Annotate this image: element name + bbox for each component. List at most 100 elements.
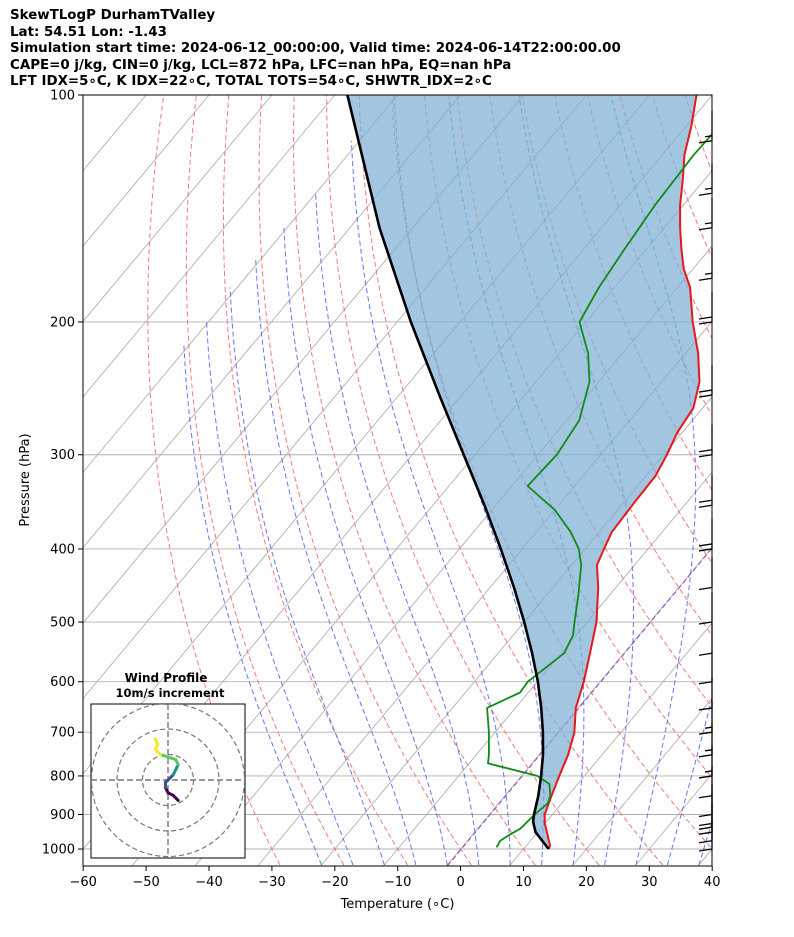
- barb-full: [698, 192, 713, 196]
- dry-adiabat: [258, 95, 472, 866]
- wind-barb: [698, 784, 713, 818]
- dry-adiabat: [147, 95, 281, 866]
- isotherm-line: [83, 95, 399, 473]
- moist-adiabat: [315, 193, 480, 866]
- wind-barb: [698, 197, 713, 231]
- moist-adiabat: [283, 227, 448, 866]
- y-tick-label: 600: [50, 675, 75, 690]
- barb-full: [698, 813, 713, 818]
- barb-full: [698, 543, 713, 547]
- barb-full: [698, 707, 713, 711]
- title-line-2: Lat: 54.51 Lon: -1.43: [10, 24, 167, 40]
- x-tick-label: −60: [69, 875, 96, 890]
- barb-full: [698, 831, 713, 835]
- barb-full: [698, 681, 713, 685]
- barb-half: [704, 726, 713, 729]
- parcel-profile: [346, 95, 550, 850]
- x-tick-label: −20: [321, 875, 348, 890]
- dry-adiabat: [718, 95, 794, 865]
- dewpoint-profile: [486, 132, 712, 848]
- barb-full: [698, 840, 713, 844]
- barb-half: [704, 272, 713, 275]
- x-axis-label: Temperature (∘C): [340, 897, 455, 912]
- isotherm-line: [83, 95, 210, 247]
- barb-full: [698, 389, 713, 393]
- x-tick-label: −10: [384, 875, 411, 890]
- barb-full: [698, 754, 713, 758]
- chart-title-block: SkewTLogP DurhamTValley Lat: 54.51 Lon: …: [10, 8, 621, 91]
- title-line-4: CAPE=0 j/kg, CIN=0 j/kg, LCL=872 hPa, LF…: [10, 57, 512, 73]
- barb-full: [698, 394, 713, 398]
- isotherm-line: [83, 95, 273, 323]
- moist-adiabat: [206, 321, 354, 866]
- x-tick-label: 20: [578, 875, 595, 890]
- barb-full: [698, 826, 713, 830]
- barb-half: [704, 770, 713, 773]
- barb-full: [698, 227, 713, 231]
- isotherm-line: [508, 622, 712, 866]
- moist-adiabat: [666, 696, 712, 866]
- isotherm-line: [83, 95, 84, 97]
- moist-adiabat: [183, 345, 322, 866]
- barb-half: [704, 222, 713, 225]
- barb-half: [704, 749, 713, 752]
- temperature-profile: [543, 95, 701, 850]
- barb-full: [698, 316, 713, 320]
- wind-barb: [698, 793, 713, 827]
- y-tick-label: 400: [50, 542, 75, 557]
- wind-barb: [698, 623, 713, 656]
- dry-adiabat: [358, 95, 664, 866]
- moist-adiabat: [698, 820, 712, 866]
- x-tick-label: 40: [704, 875, 721, 890]
- dry-adiabat: [783, 95, 794, 865]
- axes: −60 −50 −40 −30 −20 −10 0 10 20 30 40 1000 900 800 700…: [42, 89, 721, 891]
- y-tick-label: 900: [50, 808, 75, 823]
- barb-full: [698, 499, 713, 503]
- barb-full: [698, 548, 713, 552]
- dry-adiabat: [750, 95, 794, 865]
- y-tick-label: 1000: [42, 843, 75, 858]
- inset-subtitle: 10m/s increment: [116, 686, 225, 700]
- barb-full: [698, 504, 713, 508]
- barb-full: [698, 277, 713, 281]
- barb-full: [698, 795, 713, 799]
- wind-barb: [698, 110, 713, 144]
- x-tick-label: −50: [132, 875, 159, 890]
- wind-barb: [698, 291, 713, 325]
- title-line-3: Simulation start time: 2024-06-12_00:00:…: [10, 41, 621, 56]
- isotherm-line: [383, 471, 712, 866]
- x-tick-label: 30: [641, 875, 658, 890]
- inset-title: Wind Profile: [125, 671, 208, 685]
- barb-full: [698, 848, 713, 852]
- y-tick-label: 200: [50, 315, 75, 330]
- barb-full: [698, 775, 713, 779]
- dry-adiabat: [185, 95, 345, 866]
- barb-full: [698, 586, 713, 591]
- wind-barb: [698, 365, 713, 398]
- x-tick-label: 0: [456, 875, 464, 890]
- barb-full: [698, 454, 713, 458]
- moist-adiabat: [229, 287, 385, 866]
- wind-barb: [698, 518, 713, 552]
- wind-barb: [698, 424, 713, 458]
- title-line-5: LFT IDX=5∘C, K IDX=22∘C, TOTAL TOTS=54∘C…: [10, 74, 492, 89]
- hodograph: [91, 704, 245, 858]
- x-tick-label: 10: [515, 875, 532, 890]
- y-tick-label: 700: [50, 726, 75, 741]
- y-tick-label: 300: [50, 448, 75, 463]
- y-tick-label: 800: [50, 769, 75, 784]
- moist-adiabat: [255, 258, 417, 866]
- x-tick-label: −40: [195, 875, 222, 890]
- barb-full: [698, 321, 713, 325]
- moist-adiabat: [351, 140, 511, 866]
- barb-half: [704, 135, 713, 138]
- wind-barb: [698, 802, 713, 835]
- barb-full: [698, 731, 713, 735]
- x-tick-label: −30: [258, 875, 285, 890]
- isotherm-line: [83, 95, 462, 549]
- wind-barb: [698, 163, 713, 196]
- barb-full: [698, 621, 713, 625]
- barb-full: [698, 449, 713, 453]
- wind-profile-inset: Wind Profile 10m/s increment: [90, 671, 246, 859]
